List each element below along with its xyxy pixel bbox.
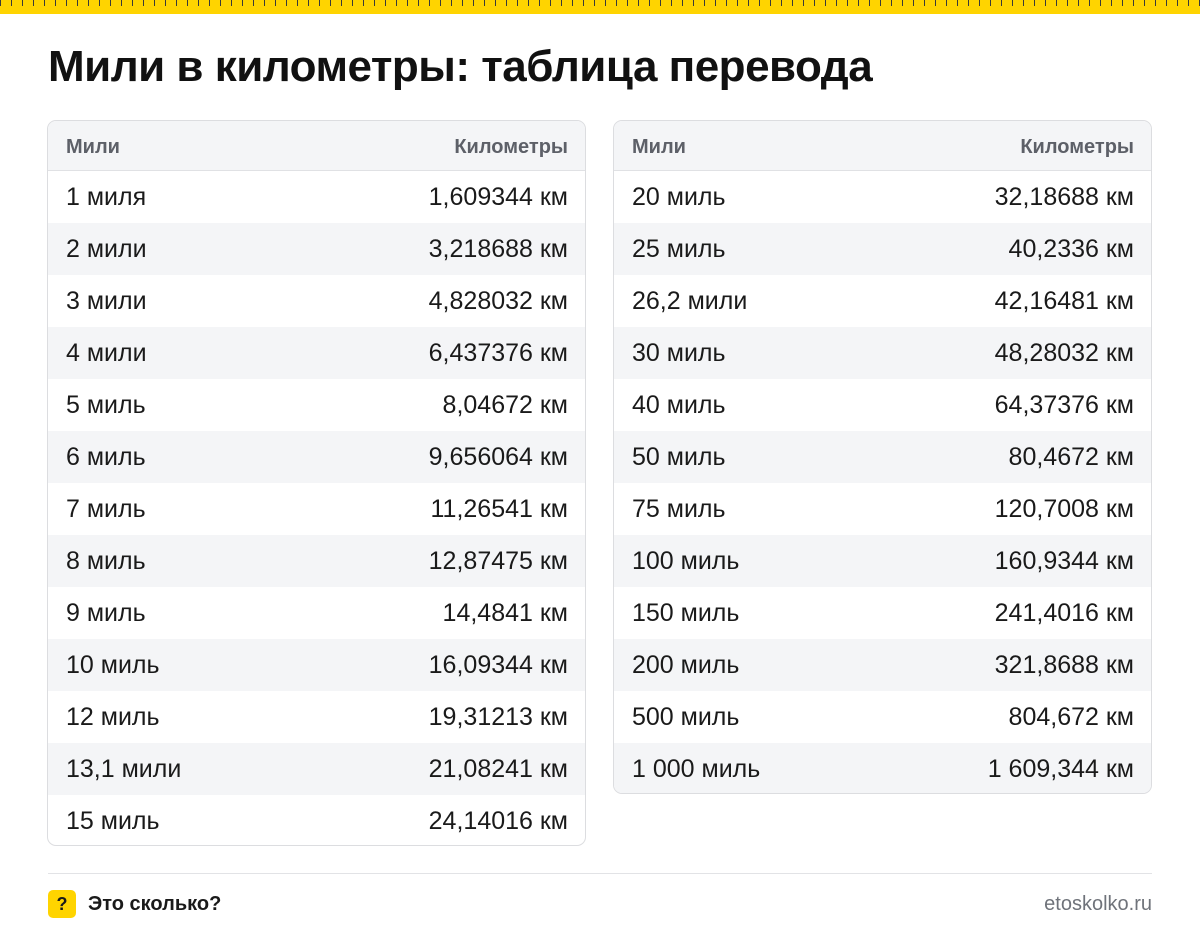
km-cell: 4,828032 км [428, 286, 568, 315]
km-cell: 9,656064 км [428, 442, 568, 471]
km-cell: 1 609,344 км [987, 754, 1134, 783]
km-cell: 80,4672 км [1008, 442, 1134, 471]
conversion-table-right: Мили Километры 20 миль 32,18688 км 25 мил… [613, 120, 1152, 794]
table-row: 100 миль 160,9344 км [614, 535, 1151, 587]
column-header-km: Километры [454, 136, 568, 158]
km-cell: 24,14016 км [428, 806, 568, 835]
km-cell: 14,4841 км [442, 598, 568, 627]
table-body: 1 миля 1,609344 км 2 мили 3,218688 км 3 ми… [48, 171, 585, 845]
table-row: 10 миль 16,09344 км [48, 639, 585, 691]
miles-cell: 150 миль [632, 598, 740, 627]
miles-cell: 2 мили [66, 234, 147, 263]
miles-cell: 500 миль [632, 702, 740, 731]
table-body: 20 миль 32,18688 км 25 миль 40,2336 км 26,… [614, 171, 1151, 793]
column-header-miles: Мили [66, 136, 120, 158]
km-cell: 3,218688 км [428, 234, 568, 263]
miles-cell: 15 миль [66, 806, 160, 835]
km-cell: 120,7008 км [994, 494, 1134, 523]
table-row: 3 мили 4,828032 км [48, 275, 585, 327]
km-cell: 321,8688 км [994, 650, 1134, 679]
table-row: 50 миль 80,4672 км [614, 431, 1151, 483]
table-row: 2 мили 3,218688 км [48, 223, 585, 275]
table-row: 4 мили 6,437376 км [48, 327, 585, 379]
miles-cell: 20 миль [632, 182, 726, 211]
km-cell: 48,28032 км [994, 338, 1134, 367]
table-row: 7 миль 11,26541 км [48, 483, 585, 535]
km-cell: 32,18688 км [994, 182, 1134, 211]
miles-cell: 3 мили [66, 286, 147, 315]
km-cell: 11,26541 км [430, 494, 569, 523]
miles-cell: 40 миль [632, 390, 726, 419]
km-cell: 21,08241 км [428, 754, 568, 783]
miles-cell: 12 миль [66, 702, 160, 731]
table-row: 30 миль 48,28032 км [614, 327, 1151, 379]
conversion-table-left: Мили Километры 1 миля 1,609344 км 2 мили 3… [47, 120, 586, 846]
miles-cell: 30 миль [632, 338, 726, 367]
km-cell: 16,09344 км [428, 650, 568, 679]
km-cell: 1,609344 км [428, 182, 568, 211]
table-row: 8 миль 12,87475 км [48, 535, 585, 587]
footer-divider [48, 873, 1152, 874]
ruler-decoration [0, 0, 1200, 14]
table-row: 9 миль 14,4841 км [48, 587, 585, 639]
miles-cell: 25 миль [632, 234, 726, 263]
miles-cell: 5 миль [66, 390, 146, 419]
miles-cell: 26,2 мили [632, 286, 748, 315]
miles-cell: 13,1 мили [66, 754, 182, 783]
miles-cell: 100 миль [632, 546, 740, 575]
table-row: 40 миль 64,37376 км [614, 379, 1151, 431]
miles-cell: 50 миль [632, 442, 726, 471]
table-header: Мили Километры [614, 121, 1151, 171]
footer-site-link[interactable]: etoskolko.ru [1044, 893, 1152, 915]
km-cell: 8,04672 км [442, 390, 568, 419]
table-row: 200 миль 321,8688 км [614, 639, 1151, 691]
km-cell: 160,9344 км [994, 546, 1134, 575]
table-row: 13,1 мили 21,08241 км [48, 743, 585, 795]
table-row: 20 миль 32,18688 км [614, 171, 1151, 223]
miles-cell: 75 миль [632, 494, 726, 523]
miles-cell: 200 миль [632, 650, 740, 679]
miles-cell: 4 мили [66, 338, 147, 367]
km-cell: 6,437376 км [428, 338, 568, 367]
km-cell: 19,31213 км [428, 702, 568, 731]
miles-cell: 10 миль [66, 650, 160, 679]
table-row: 12 миль 19,31213 км [48, 691, 585, 743]
table-row: 75 миль 120,7008 км [614, 483, 1151, 535]
miles-cell: 8 миль [66, 546, 146, 575]
page-title: Мили в километры: таблица перевода [48, 42, 873, 91]
table-row: 150 миль 241,4016 км [614, 587, 1151, 639]
km-cell: 804,672 км [1008, 702, 1134, 731]
table-row: 6 миль 9,656064 км [48, 431, 585, 483]
column-header-miles: Мили [632, 136, 686, 158]
table-row: 15 миль 24,14016 км [48, 795, 585, 845]
table-row: 25 миль 40,2336 км [614, 223, 1151, 275]
km-cell: 42,16481 км [994, 286, 1134, 315]
table-row: 26,2 мили 42,16481 км [614, 275, 1151, 327]
question-mark-logo-icon: ? [48, 890, 76, 918]
miles-cell: 1 000 миль [632, 754, 761, 783]
miles-cell: 6 миль [66, 442, 146, 471]
km-cell: 64,37376 км [994, 390, 1134, 419]
table-row: 500 миль 804,672 км [614, 691, 1151, 743]
miles-cell: 9 миль [66, 598, 146, 627]
table-row: 1 миля 1,609344 км [48, 171, 585, 223]
km-cell: 241,4016 км [994, 598, 1134, 627]
footer-brand-name: Это сколько? [88, 893, 222, 915]
table-row: 1 000 миль 1 609,344 км [614, 743, 1151, 793]
column-header-km: Километры [1020, 136, 1134, 158]
miles-cell: 7 миль [66, 494, 146, 523]
km-cell: 12,87475 км [428, 546, 568, 575]
table-row: 5 миль 8,04672 км [48, 379, 585, 431]
miles-cell: 1 миля [66, 182, 147, 211]
table-header: Мили Километры [48, 121, 585, 171]
km-cell: 40,2336 км [1008, 234, 1134, 263]
